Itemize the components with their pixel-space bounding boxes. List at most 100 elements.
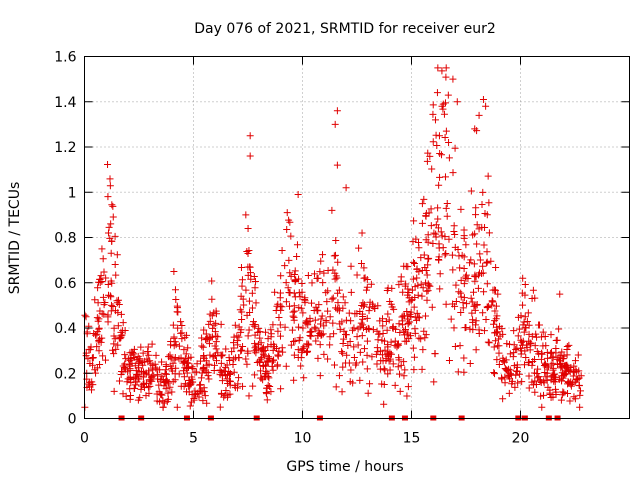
data-point <box>379 315 387 323</box>
data-point <box>90 329 98 337</box>
data-point <box>367 280 375 288</box>
data-point <box>472 211 480 219</box>
data-point <box>449 169 457 177</box>
data-point <box>381 346 389 354</box>
data-point <box>314 354 322 362</box>
x-tick-label: 5 <box>189 431 198 447</box>
data-point <box>332 304 340 312</box>
data-point <box>503 340 511 348</box>
data-point <box>250 318 257 326</box>
data-point <box>297 362 305 370</box>
data-point <box>435 253 443 261</box>
data-point <box>332 237 340 245</box>
data-point <box>470 260 478 268</box>
data-point <box>326 313 334 321</box>
data-point <box>235 374 243 382</box>
data-point <box>483 280 491 288</box>
data-point <box>251 277 259 285</box>
data-point <box>130 345 138 353</box>
data-point <box>95 337 103 345</box>
data-point <box>203 399 211 407</box>
data-point <box>436 149 444 157</box>
data-point <box>166 383 174 391</box>
data-point <box>429 138 437 146</box>
data-point <box>277 385 285 393</box>
data-point <box>316 268 324 276</box>
data-point <box>493 329 501 337</box>
data-point <box>104 313 112 321</box>
data-point <box>359 315 367 323</box>
data-point <box>363 337 371 345</box>
data-point <box>95 325 103 333</box>
data-point <box>469 326 477 334</box>
data-point <box>267 388 275 396</box>
data-point <box>432 230 440 238</box>
data-point <box>126 376 134 384</box>
data-point <box>521 280 529 288</box>
data-point <box>96 360 104 368</box>
data-point <box>436 173 444 181</box>
data-point <box>229 361 237 369</box>
data-point <box>425 209 433 217</box>
data-point <box>522 353 530 361</box>
data-point <box>444 91 452 99</box>
data-point <box>257 346 265 354</box>
data-point <box>172 295 180 303</box>
data-point <box>559 355 567 363</box>
data-point <box>283 225 291 233</box>
data-point <box>426 282 434 290</box>
data-point <box>86 378 94 386</box>
data-point <box>343 351 351 359</box>
data-point <box>317 257 325 265</box>
data-point <box>84 355 92 363</box>
data-point <box>161 378 169 386</box>
data-point <box>401 331 409 339</box>
data-point <box>538 403 546 411</box>
data-point <box>418 219 426 227</box>
data-point <box>130 350 138 358</box>
data-point <box>501 373 509 381</box>
data-point <box>244 263 252 271</box>
data-point <box>515 370 523 378</box>
data-point <box>294 191 302 199</box>
data-point <box>400 372 408 380</box>
data-point <box>259 376 267 384</box>
data-point <box>543 376 551 384</box>
data-point <box>88 386 96 394</box>
data-point <box>307 299 315 307</box>
data-point <box>95 278 103 286</box>
data-point <box>134 396 142 404</box>
data-point <box>401 366 409 374</box>
data-point <box>245 297 253 305</box>
data-point <box>264 357 272 365</box>
data-point <box>423 271 431 279</box>
data-point <box>364 324 372 332</box>
data-point <box>202 368 210 376</box>
chart-title: Day 076 of 2021, SRMTID for receiver eur… <box>194 21 496 37</box>
data-point <box>413 316 421 324</box>
data-point <box>99 255 107 263</box>
data-point <box>217 320 225 328</box>
data-point <box>411 283 419 291</box>
data-point <box>217 359 225 367</box>
data-point <box>210 366 218 374</box>
data-point <box>522 324 530 332</box>
data-point <box>188 398 196 406</box>
data-point <box>338 388 346 396</box>
data-point <box>240 301 248 309</box>
data-point <box>140 384 148 392</box>
x-axis-title: GPS time / hours <box>286 459 403 475</box>
data-point <box>455 288 463 296</box>
data-point <box>374 330 382 338</box>
data-point <box>183 369 191 377</box>
data-point <box>293 241 301 249</box>
data-point <box>347 288 355 296</box>
data-point <box>472 204 480 212</box>
data-point <box>191 387 199 395</box>
data-point <box>482 102 490 110</box>
data-point <box>298 280 306 288</box>
data-point <box>442 127 450 135</box>
data-point <box>320 350 328 358</box>
data-point <box>180 346 188 354</box>
data-point <box>447 315 455 323</box>
